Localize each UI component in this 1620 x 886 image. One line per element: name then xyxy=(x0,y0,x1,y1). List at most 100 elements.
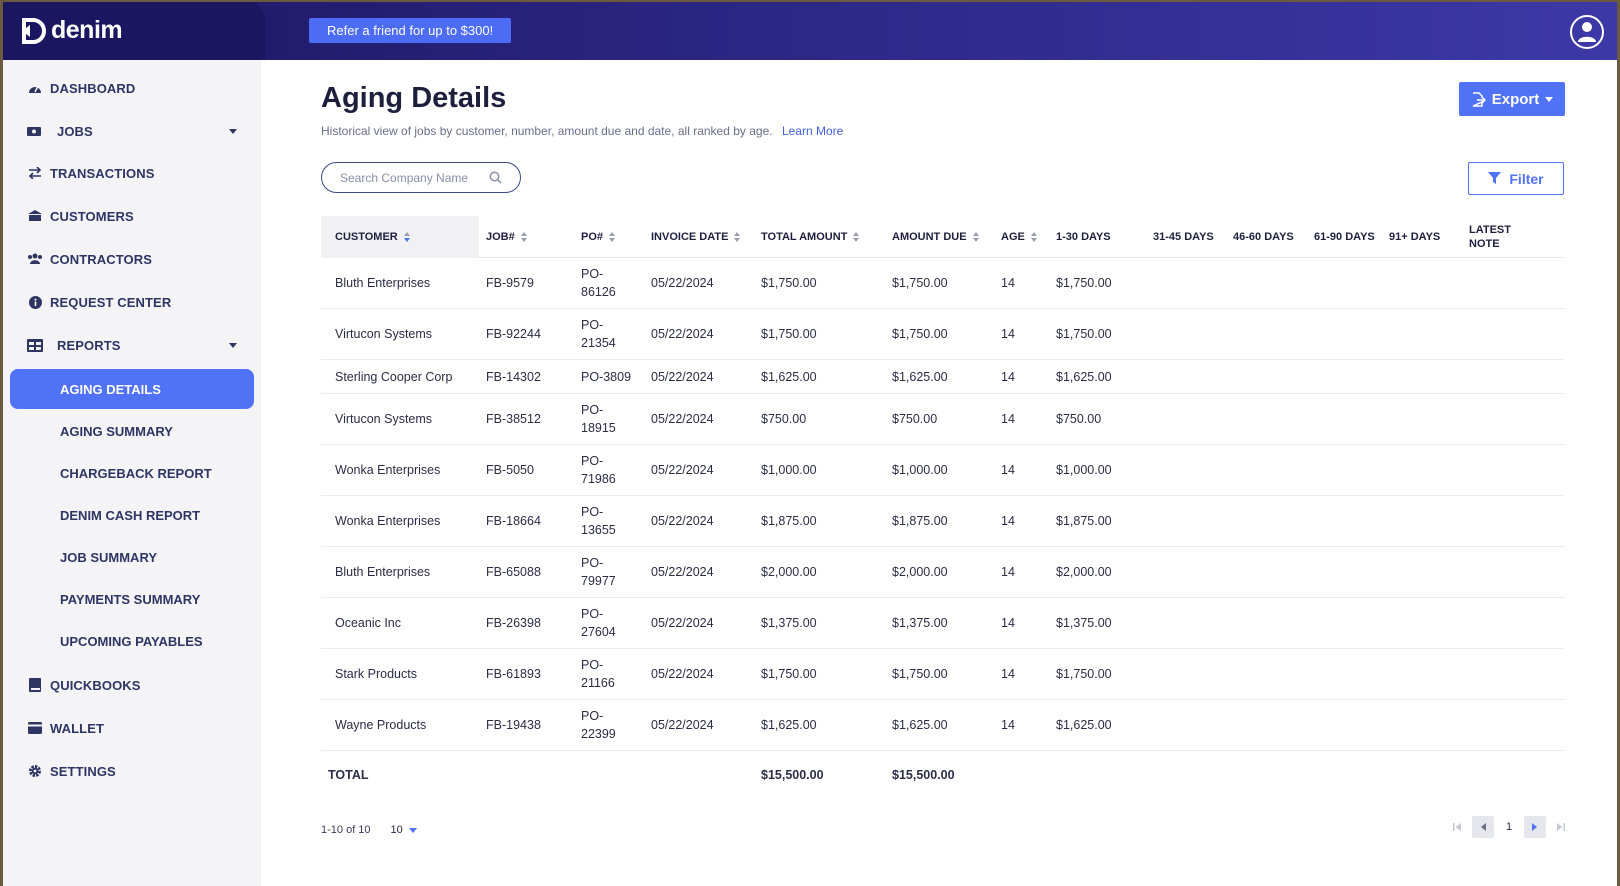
table-row[interactable]: Wonka Enterprises FB-5050 PO- 71986 05/22/20… xyxy=(321,445,1565,496)
export-icon xyxy=(1472,91,1486,107)
cell-po: PO- 86126 xyxy=(581,267,616,299)
cell-customer: Stark Products xyxy=(335,667,417,681)
cell-po: PO- 22399 xyxy=(581,709,616,741)
table-row[interactable]: Virtucon Systems FB-92244 PO- 21354 05/22/20… xyxy=(321,309,1565,360)
sidebar-item-aging-details[interactable]: AGING DETAILS xyxy=(10,369,254,409)
search-box[interactable] xyxy=(321,162,521,193)
col-61-90-days: 61-90 DAYS xyxy=(1314,231,1375,243)
contractors-icon xyxy=(27,251,43,267)
filter-button[interactable]: Filter xyxy=(1468,162,1564,195)
sidebar-item-payments-summary[interactable]: PAYMENTS SUMMARY xyxy=(60,591,201,607)
cell-po: PO- 79977 xyxy=(581,556,616,588)
page-size-select[interactable]: 10 xyxy=(385,820,423,840)
filter-icon xyxy=(1488,172,1502,184)
col-invoice-date[interactable]: INVOICE DATE xyxy=(651,216,741,258)
col-po[interactable]: PO# xyxy=(581,216,616,258)
chevron-down-icon xyxy=(229,128,237,134)
search-input[interactable] xyxy=(340,170,480,185)
user-avatar-icon[interactable] xyxy=(1570,15,1604,49)
table-row[interactable]: Wonka Enterprises FB-18664 PO- 13655 05/22/2… xyxy=(321,496,1565,547)
brand-name: denim xyxy=(51,16,123,44)
search-icon[interactable] xyxy=(489,171,502,189)
cell-total-amount: $1,750.00 xyxy=(761,667,817,681)
next-page-button[interactable] xyxy=(1524,816,1546,838)
sidebar-item-customers[interactable]: CUSTOMERS xyxy=(3,196,261,236)
cell-po: PO- 21354 xyxy=(581,318,616,350)
sidebar-item-wallet[interactable]: WALLET xyxy=(3,708,261,748)
cell-total-amount: $1,625.00 xyxy=(761,369,817,384)
app-frame: denim Refer a friend for up to $300! DAS… xyxy=(3,2,1617,886)
cell-invoice-date: 05/22/2024 xyxy=(651,514,714,528)
table-row[interactable]: Virtucon Systems FB-38512 PO- 18915 05/22/20… xyxy=(321,394,1565,445)
sidebar-item-upcoming-payables[interactable]: UPCOMING PAYABLES xyxy=(60,633,203,649)
last-page-icon xyxy=(1557,823,1565,831)
cell-po: PO- 18915 xyxy=(581,403,616,435)
sidebar-item-reports[interactable]: REPORTS xyxy=(3,325,261,365)
cell-invoice-date: 05/22/2024 xyxy=(651,616,714,630)
cell-job: FB-38512 xyxy=(486,412,541,426)
cell-1-30-days: $2,000.00 xyxy=(1056,565,1112,579)
gear-icon xyxy=(27,763,43,779)
sort-icon xyxy=(734,232,741,242)
cell-age: 14 xyxy=(1001,412,1015,426)
brand-block xyxy=(3,2,265,60)
top-bar: denim Refer a friend for up to $300! xyxy=(3,2,1617,60)
table-row[interactable]: Bluth Enterprises FB-65088 PO- 79977 05/22/2… xyxy=(321,547,1565,598)
export-button[interactable]: Export xyxy=(1459,82,1565,116)
col-age[interactable]: AGE xyxy=(1001,216,1037,258)
cell-age: 14 xyxy=(1001,667,1015,681)
wallet-icon xyxy=(27,720,43,736)
table-row[interactable]: Bluth Enterprises FB-9579 PO- 86126 05/22/20… xyxy=(321,258,1565,309)
learn-more-link[interactable]: Learn More xyxy=(781,124,844,138)
sidebar-item-dashboard[interactable]: DASHBOARD xyxy=(3,68,261,108)
amount-due-sum: $15,500.00 xyxy=(892,768,955,782)
cell-invoice-date: 05/22/2024 xyxy=(651,718,714,732)
cell-invoice-date: 05/22/2024 xyxy=(651,667,714,681)
caret-down-icon xyxy=(408,827,417,833)
prev-page-button[interactable] xyxy=(1472,816,1494,838)
cell-1-30-days: $1,375.00 xyxy=(1056,616,1112,630)
table-row[interactable]: Sterling Cooper Corp FB-14302 PO-3809 05/22… xyxy=(321,360,1565,394)
cell-total-amount: $1,750.00 xyxy=(761,276,817,290)
sidebar-item-contractors[interactable]: CONTRACTORS xyxy=(3,239,261,279)
jobs-icon xyxy=(27,123,43,139)
sidebar-item-settings[interactable]: SETTINGS xyxy=(3,751,261,791)
cell-invoice-date: 05/22/2024 xyxy=(651,327,714,341)
cell-customer: Bluth Enterprises xyxy=(335,276,431,290)
col-amount-due[interactable]: AMOUNT DUE xyxy=(892,216,979,258)
refer-friend-button[interactable]: Refer a friend for up to $300! xyxy=(309,18,512,43)
cell-customer: Oceanic Inc xyxy=(335,616,402,630)
cell-amount-due: $1,750.00 xyxy=(892,276,948,290)
first-page-button[interactable] xyxy=(1446,816,1468,838)
sidebar-item-denim-cash-report[interactable]: DENIM CASH REPORT xyxy=(60,507,201,523)
sidebar-item-request-center[interactable]: REQUEST CENTER xyxy=(3,282,261,322)
denim-logo[interactable]: denim xyxy=(21,16,123,45)
table-body: Bluth Enterprises FB-9579 PO- 86126 05/22/20… xyxy=(321,258,1565,751)
cell-customer: Wonka Enterprises xyxy=(335,463,441,477)
sidebar-item-quickbooks[interactable]: QUICKBOOKS xyxy=(3,665,261,705)
sidebar-item-transactions[interactable]: TRANSACTIONS xyxy=(3,153,261,193)
last-page-button[interactable] xyxy=(1550,816,1572,838)
sidebar-item-aging-summary[interactable]: AGING SUMMARY xyxy=(60,423,173,439)
table-row[interactable]: Wayne Products FB-19438 PO- 22399 05/22/2024… xyxy=(321,700,1565,751)
page-title: Aging Details xyxy=(321,82,507,114)
sort-icon xyxy=(520,232,527,242)
cell-invoice-date: 05/22/2024 xyxy=(651,276,714,290)
chevron-right-icon xyxy=(1532,823,1537,831)
cell-customer: Sterling Cooper Corp xyxy=(335,369,453,384)
current-page[interactable]: 1 xyxy=(1505,821,1513,833)
table-row[interactable]: Stark Products FB-61893 PO- 21166 05/22/2024… xyxy=(321,649,1565,700)
pagination-info: 1-10 of 10 10 xyxy=(321,820,423,840)
total-label: TOTAL xyxy=(328,768,369,782)
cell-customer: Wayne Products xyxy=(335,718,427,732)
col-total-amount[interactable]: TOTAL AMOUNT xyxy=(761,216,860,258)
sidebar-item-chargeback-report[interactable]: CHARGEBACK REPORT xyxy=(60,465,212,481)
col-customer[interactable]: CUSTOMER xyxy=(321,216,479,258)
sidebar-item-jobs[interactable]: JOBS xyxy=(3,111,261,151)
sidebar-item-job-summary[interactable]: JOB SUMMARY xyxy=(60,549,158,565)
cell-invoice-date: 05/22/2024 xyxy=(651,369,714,384)
table-row[interactable]: Oceanic Inc FB-26398 PO- 27604 05/22/2024 $1,… xyxy=(321,598,1565,649)
cell-amount-due: $1,625.00 xyxy=(892,718,948,732)
col-job[interactable]: JOB# xyxy=(486,216,527,258)
table-header: CUSTOMER JOB# PO# INVOICE DATE TOTAL AMO… xyxy=(321,216,1565,258)
